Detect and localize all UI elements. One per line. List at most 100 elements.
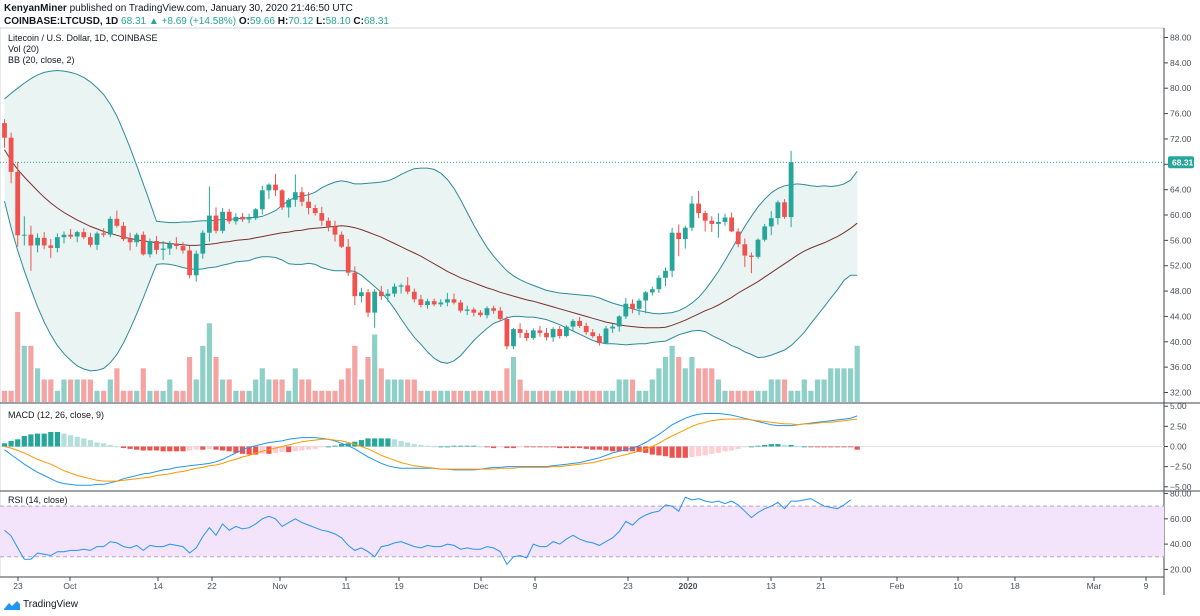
volume-bar [438, 390, 444, 403]
candle-body [107, 218, 113, 235]
volume-bar [147, 390, 153, 403]
macd-signal-line [4, 418, 858, 482]
candle-body [279, 190, 285, 208]
candle-body [378, 291, 384, 297]
volume-bar [424, 390, 431, 403]
candle-body [445, 299, 450, 303]
candle [160, 240, 166, 261]
candle [61, 231, 67, 244]
bb-lower-line [4, 200, 858, 372]
candle-body [253, 209, 259, 219]
candle-body [352, 272, 358, 297]
candle-body [213, 215, 219, 231]
candle-body [167, 243, 173, 249]
candle-body [121, 225, 126, 240]
tradingview-logo[interactable]: TradingView [4, 598, 78, 612]
bb-fill [4, 70, 858, 371]
volume-bar [81, 379, 87, 402]
candle-body [570, 320, 576, 327]
candle-body [702, 213, 708, 221]
candle-body [616, 316, 622, 327]
candle [722, 213, 728, 226]
volume-bar [656, 368, 662, 402]
macd-histogram-bar [365, 438, 371, 447]
macd-histogram-bar [636, 446, 642, 453]
volume-bar [669, 345, 675, 403]
macd-tick-label: 5.00 [1170, 401, 1187, 411]
time-tick-label: Oct [63, 581, 77, 591]
volume-bar [74, 379, 80, 402]
bb-basis-line [4, 149, 858, 329]
macd-histogram-bar [87, 440, 93, 447]
candle [312, 204, 318, 216]
candle-body [385, 293, 391, 297]
high-value: 70.12 [288, 16, 314, 27]
volume-bar [715, 379, 721, 402]
rsi-tick-label: 20.00 [1170, 564, 1192, 574]
tradingview-logo-text: TradingView [23, 599, 79, 610]
macd-histogram-bar [173, 446, 179, 452]
macd-histogram-bar [788, 444, 794, 447]
volume-bar [48, 379, 54, 402]
candle [154, 235, 159, 255]
macd-histogram-bar [471, 445, 477, 447]
macd-histogram-bar [61, 433, 67, 447]
candle-body [28, 234, 34, 246]
candle [438, 299, 444, 307]
candle-body [749, 255, 754, 257]
time-tick-label: 10 [953, 581, 963, 591]
candle-body [623, 303, 629, 317]
volume-bar [405, 379, 411, 402]
volume-bar [120, 390, 127, 403]
last-price: 68.31 [121, 16, 147, 27]
macd-histogram-bar [140, 446, 146, 451]
volume-bar [530, 390, 536, 403]
candle [8, 132, 14, 184]
volume-bar [246, 390, 252, 403]
macd-histogram-bar [424, 445, 431, 447]
publisher-name[interactable]: KenyanMiner [4, 3, 67, 14]
candle-body [306, 201, 311, 208]
macd-histogram-bar [504, 446, 510, 449]
candle [517, 323, 523, 338]
volume-bar [517, 379, 523, 402]
volume-bar [550, 390, 556, 403]
volume-bar [87, 379, 93, 402]
candle [749, 252, 754, 274]
volume-bar [220, 379, 226, 402]
macd-histogram-bar [438, 446, 444, 448]
candle [709, 216, 715, 233]
volume-bar [94, 390, 100, 403]
candle [365, 289, 371, 318]
candle-body [471, 309, 477, 313]
time-tick-label: 13 [766, 581, 776, 591]
candle [2, 119, 7, 148]
macd-histogram-bar [21, 436, 27, 447]
macd-histogram-bar [537, 446, 543, 448]
candle [273, 173, 278, 196]
candle-body [61, 234, 67, 238]
volume-bar [557, 390, 563, 403]
macd-histogram-bar [497, 446, 503, 448]
vol-legend: Vol (20) [8, 44, 39, 54]
macd-histogram-bar [702, 446, 708, 456]
candle [676, 224, 682, 257]
candle [167, 240, 173, 255]
candle-body [21, 234, 27, 236]
volume-bar [312, 390, 318, 403]
price-tick-label: 52.00 [1170, 261, 1192, 271]
macd-histogram-bar [74, 436, 80, 447]
candle-body [8, 137, 14, 172]
candle-body [240, 216, 245, 220]
volume-bar [8, 390, 14, 403]
candle [471, 307, 477, 317]
candle [174, 237, 179, 250]
candle-body [537, 330, 543, 333]
macd-histogram-bar [54, 432, 60, 447]
candle-body [762, 226, 768, 240]
candle [431, 298, 437, 307]
macd-histogram-bar [451, 445, 457, 447]
macd-legend: MACD (12, 26, close, 9) [8, 410, 104, 420]
publish-line: KenyanMiner published on TradingView.com… [4, 2, 353, 15]
